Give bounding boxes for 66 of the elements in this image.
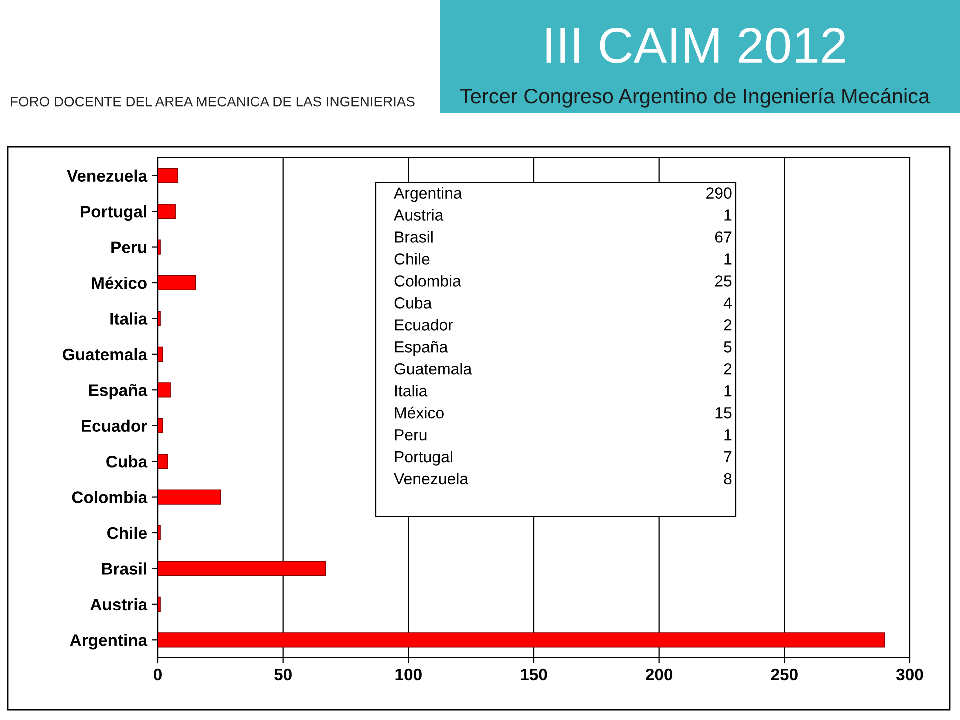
y-tick-label: Chile — [108, 526, 148, 540]
category-label: Ecuador — [395, 319, 454, 331]
bar — [158, 275, 196, 291]
bar — [158, 346, 164, 362]
data-label: 4 — [724, 298, 732, 309]
x-tick-label: 150 — [521, 668, 548, 681]
data-label: 1 — [724, 254, 732, 265]
x-tick-label: 200 — [646, 668, 673, 681]
category-label: Colombia — [394, 275, 462, 287]
y-tick-label: Portugal — [81, 206, 146, 222]
text: III CAIM 2012 — [546, 28, 846, 64]
data-label: 1 — [724, 386, 732, 397]
y-tick-label: Brasil — [102, 562, 146, 575]
data-label: 7 — [724, 452, 732, 463]
category-label: Peru — [395, 430, 427, 441]
y-tick-label: Colombia — [72, 491, 148, 504]
data-label: 2 — [724, 320, 732, 331]
y-tick-label: Ecuador — [82, 420, 148, 432]
bar — [158, 204, 176, 220]
bar — [158, 311, 161, 326]
data-label: 25 — [715, 276, 732, 287]
category-label: México — [395, 406, 444, 419]
x-tick-label: 300 — [896, 668, 924, 681]
y-tick-label: España — [89, 384, 148, 400]
bar — [158, 418, 164, 434]
category-label: España — [395, 341, 448, 356]
y-tick-label: Argentina — [70, 634, 148, 650]
x-tick-label: 0 — [154, 668, 162, 681]
x-tick-label: 50 — [274, 668, 292, 681]
bar — [158, 240, 161, 255]
y-tick-label: Venezuela — [67, 170, 148, 182]
y-tick-label: Guatemala — [63, 348, 148, 361]
category-label: Brasil — [395, 231, 433, 243]
y-tick-label: Austria — [90, 598, 148, 611]
y-tick-label: Cuba — [106, 456, 148, 468]
category-label: Guatemala — [394, 363, 472, 375]
bar — [158, 525, 161, 541]
y-tick-label: Peru — [112, 242, 146, 254]
data-label: 1 — [724, 430, 732, 441]
data-label: 15 — [716, 408, 732, 419]
bar — [158, 561, 326, 576]
data-label: 67 — [715, 232, 732, 243]
category-label: Italia — [395, 385, 428, 397]
y-tick-label: Italia — [110, 312, 148, 325]
text: Tercer Congreso Argentino de Ingeniería Mecánica — [460, 88, 930, 108]
bar — [158, 490, 222, 505]
x-tick-label: 250 — [771, 668, 798, 681]
bar — [158, 454, 168, 470]
data-label: 2 — [724, 363, 732, 375]
data-label: 8 — [724, 473, 732, 485]
category-label: Argentina — [394, 187, 462, 202]
bar — [158, 168, 178, 184]
data-label: 5 — [724, 342, 732, 353]
category-label: Austria — [394, 209, 444, 221]
text: FORO DOCENTE DEL AREA MECANICA DE LAS INGENIERIAS — [11, 96, 415, 107]
data-label: 1 — [724, 210, 732, 221]
data-label: 290 — [706, 188, 732, 199]
bar — [158, 632, 886, 648]
bar — [158, 596, 161, 612]
category-label: Venezuela — [394, 472, 469, 485]
y-tick-label: México — [92, 276, 147, 290]
x-tick-label: 100 — [396, 668, 422, 681]
category-label: Cuba — [394, 297, 432, 309]
category-label: Chile — [394, 253, 430, 265]
bar — [158, 382, 171, 398]
category-label: Portugal — [395, 450, 452, 466]
